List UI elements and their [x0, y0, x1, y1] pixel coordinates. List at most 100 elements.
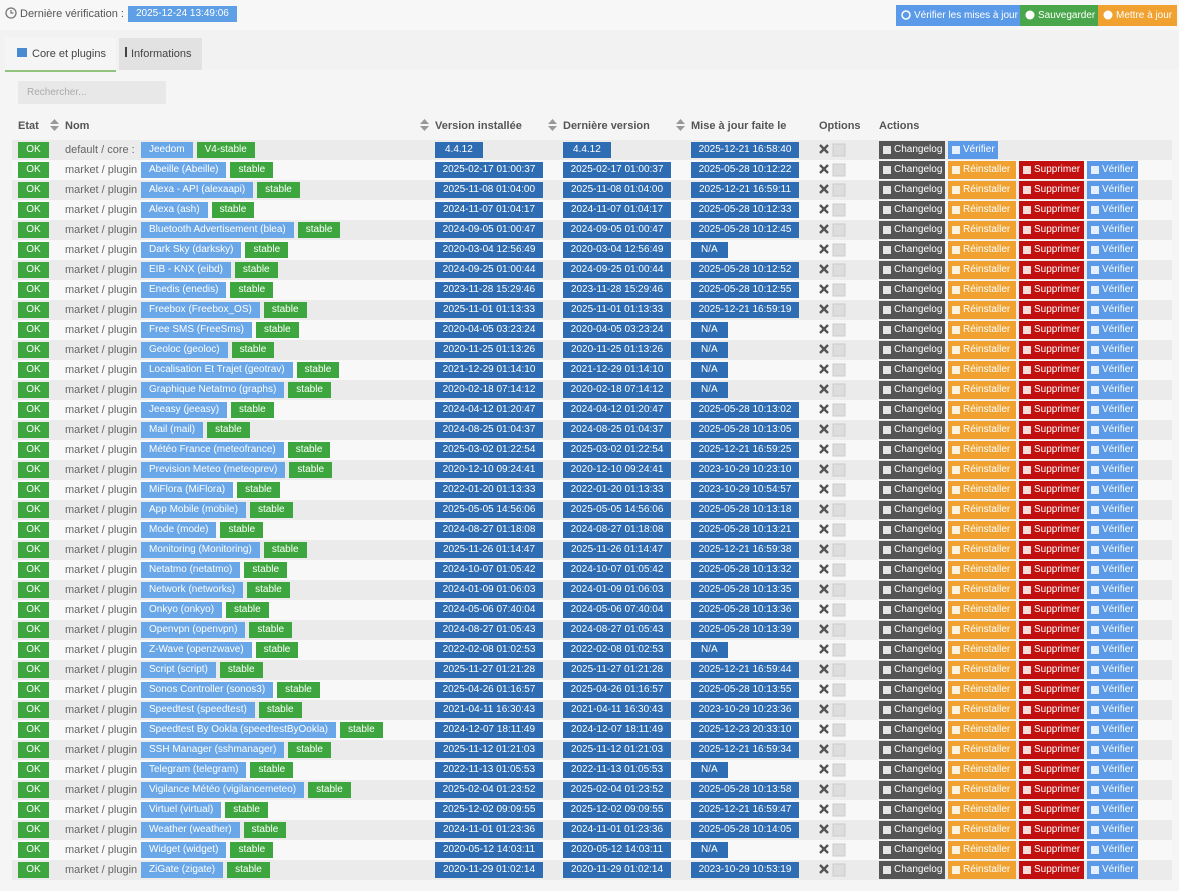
- action-button[interactable]: Vérifier: [1087, 441, 1138, 459]
- column-header[interactable]: Dernière version: [563, 120, 650, 132]
- tab-informations[interactable]: Informations: [119, 38, 202, 70]
- action-button[interactable]: Vérifier: [1087, 581, 1138, 599]
- action-button[interactable]: Réinstaller: [948, 181, 1016, 199]
- action-button[interactable]: Changelog: [879, 241, 945, 259]
- action-button[interactable]: Réinstaller: [948, 381, 1016, 399]
- options[interactable]: [818, 722, 848, 738]
- action-button[interactable]: Supprimer: [1019, 581, 1084, 599]
- options[interactable]: [818, 362, 848, 378]
- action-button[interactable]: Supprimer: [1019, 741, 1084, 759]
- action-button[interactable]: Supprimer: [1019, 841, 1084, 859]
- action-button[interactable]: Réinstaller: [948, 221, 1016, 239]
- action-button[interactable]: Changelog: [879, 341, 945, 359]
- search-input[interactable]: Rechercher...: [18, 81, 166, 104]
- action-button[interactable]: Changelog: [879, 421, 945, 439]
- action-button[interactable]: Réinstaller: [948, 821, 1016, 839]
- action-button[interactable]: Changelog: [879, 521, 945, 539]
- action-button[interactable]: Vérifier: [1087, 541, 1138, 559]
- action-button[interactable]: Vérifier: [1087, 801, 1138, 819]
- action-button[interactable]: Changelog: [879, 201, 945, 219]
- action-button[interactable]: Vérifier: [1087, 341, 1138, 359]
- action-button[interactable]: Changelog: [879, 721, 945, 739]
- action-button[interactable]: Changelog: [879, 361, 945, 379]
- action-button[interactable]: Supprimer: [1019, 301, 1084, 319]
- action-button[interactable]: Réinstaller: [948, 761, 1016, 779]
- action-button[interactable]: Supprimer: [1019, 601, 1084, 619]
- action-button[interactable]: Changelog: [879, 161, 945, 179]
- action-button[interactable]: Vérifier: [1087, 601, 1138, 619]
- action-button[interactable]: Vérifier: [1087, 261, 1138, 279]
- action-button[interactable]: Réinstaller: [948, 481, 1016, 499]
- action-button[interactable]: Réinstaller: [948, 581, 1016, 599]
- options[interactable]: [818, 562, 848, 578]
- options[interactable]: [818, 402, 848, 418]
- action-button[interactable]: Vérifier: [1087, 561, 1138, 579]
- options[interactable]: [818, 222, 848, 238]
- options[interactable]: [818, 822, 848, 838]
- action-button[interactable]: Vérifier: [1087, 381, 1138, 399]
- action-button[interactable]: Réinstaller: [948, 861, 1016, 879]
- options[interactable]: [818, 182, 848, 198]
- options[interactable]: [818, 482, 848, 498]
- action-button[interactable]: Supprimer: [1019, 421, 1084, 439]
- action-button[interactable]: Changelog: [879, 501, 945, 519]
- action-button[interactable]: Supprimer: [1019, 621, 1084, 639]
- action-button[interactable]: Vérifier: [1087, 321, 1138, 339]
- options[interactable]: [818, 302, 848, 318]
- action-button[interactable]: Supprimer: [1019, 521, 1084, 539]
- action-button[interactable]: Supprimer: [1019, 561, 1084, 579]
- action-button[interactable]: Supprimer: [1019, 241, 1084, 259]
- action-button[interactable]: Réinstaller: [948, 601, 1016, 619]
- action-button[interactable]: Réinstaller: [948, 401, 1016, 419]
- action-button[interactable]: Réinstaller: [948, 281, 1016, 299]
- options[interactable]: [818, 502, 848, 518]
- action-button[interactable]: Supprimer: [1019, 321, 1084, 339]
- action-button[interactable]: Supprimer: [1019, 501, 1084, 519]
- action-button[interactable]: Réinstaller: [948, 241, 1016, 259]
- update-button[interactable]: Mettre à jour: [1098, 5, 1177, 26]
- action-button[interactable]: Réinstaller: [948, 501, 1016, 519]
- options[interactable]: [818, 242, 848, 258]
- action-button[interactable]: Vérifier: [1087, 521, 1138, 539]
- options[interactable]: [818, 282, 848, 298]
- sort-icon[interactable]: [676, 119, 685, 131]
- column-header[interactable]: Actions: [879, 120, 920, 132]
- action-button[interactable]: Vérifier: [1087, 741, 1138, 759]
- action-button[interactable]: Vérifier: [1087, 501, 1138, 519]
- options[interactable]: [818, 762, 848, 778]
- action-button[interactable]: Supprimer: [1019, 461, 1084, 479]
- action-button[interactable]: Changelog: [879, 481, 945, 499]
- action-button[interactable]: Vérifier: [1087, 641, 1138, 659]
- action-button[interactable]: Vérifier: [1087, 821, 1138, 839]
- action-button[interactable]: Changelog: [879, 741, 945, 759]
- action-button[interactable]: Réinstaller: [948, 781, 1016, 799]
- options[interactable]: [818, 742, 848, 758]
- options[interactable]: [818, 202, 848, 218]
- action-button[interactable]: Réinstaller: [948, 721, 1016, 739]
- action-button[interactable]: Supprimer: [1019, 361, 1084, 379]
- action-button[interactable]: Réinstaller: [948, 201, 1016, 219]
- action-button[interactable]: Réinstaller: [948, 801, 1016, 819]
- action-button[interactable]: Supprimer: [1019, 441, 1084, 459]
- action-button[interactable]: Changelog: [879, 141, 945, 159]
- action-button[interactable]: Supprimer: [1019, 541, 1084, 559]
- action-button[interactable]: Vérifier: [1087, 781, 1138, 799]
- action-button[interactable]: Réinstaller: [948, 701, 1016, 719]
- action-button[interactable]: Changelog: [879, 681, 945, 699]
- action-button[interactable]: Vérifier: [1087, 281, 1138, 299]
- action-button[interactable]: Vérifier: [948, 141, 998, 159]
- options[interactable]: [818, 262, 848, 278]
- action-button[interactable]: Changelog: [879, 621, 945, 639]
- action-button[interactable]: Vérifier: [1087, 841, 1138, 859]
- action-button[interactable]: Vérifier: [1087, 621, 1138, 639]
- action-button[interactable]: Vérifier: [1087, 401, 1138, 419]
- sort-icon[interactable]: [50, 119, 59, 131]
- action-button[interactable]: Supprimer: [1019, 681, 1084, 699]
- action-button[interactable]: Changelog: [879, 441, 945, 459]
- action-button[interactable]: Vérifier: [1087, 721, 1138, 739]
- action-button[interactable]: Changelog: [879, 281, 945, 299]
- action-button[interactable]: Vérifier: [1087, 761, 1138, 779]
- action-button[interactable]: Supprimer: [1019, 821, 1084, 839]
- action-button[interactable]: Vérifier: [1087, 861, 1138, 879]
- options[interactable]: [818, 662, 848, 678]
